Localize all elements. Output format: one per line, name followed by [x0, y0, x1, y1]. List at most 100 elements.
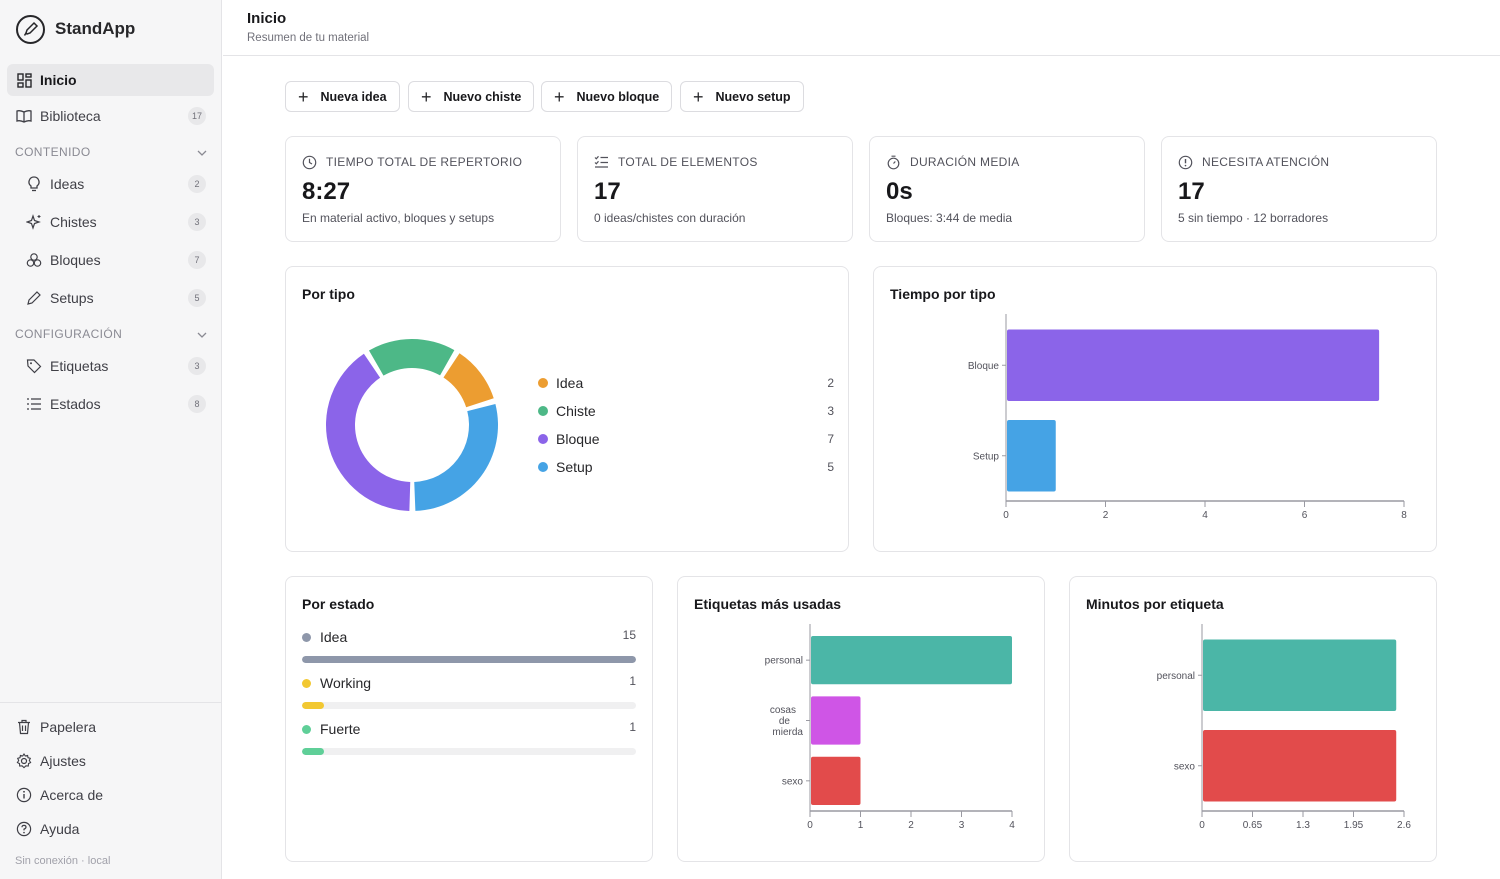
- legend-item-chiste[interactable]: Chiste 3: [538, 401, 834, 421]
- stat-sub: Bloques: 3:44 de media: [886, 211, 1013, 225]
- legend-label: Chiste: [556, 403, 596, 419]
- y-tick-label: personal: [765, 656, 803, 667]
- sidebar-item-inicio[interactable]: Inicio: [7, 64, 214, 96]
- sidebar-item-ayuda[interactable]: Ayuda: [7, 813, 214, 845]
- x-tick-label: 1.3: [1296, 820, 1310, 831]
- status-dot: [302, 724, 311, 734]
- panel-tiempo-por-tipo: Tiempo por tipo Bloque Setup 0 2 4 6 8: [873, 266, 1437, 552]
- connection-status: Sin conexión · local: [15, 855, 111, 867]
- x-tick-label: 2: [1103, 510, 1109, 521]
- sidebar-item-acerca[interactable]: Acerca de: [7, 779, 214, 811]
- button-label: Nuevo setup: [715, 89, 791, 104]
- status-row-fuerte[interactable]: Fuerte 1: [302, 720, 636, 755]
- stat-label: TIEMPO TOTAL DE REPERTORIO: [326, 155, 523, 169]
- donut-slice-chiste[interactable]: [368, 339, 455, 376]
- stat-sub: En material activo, bloques y setups: [302, 211, 495, 225]
- sidebar-item-etiquetas[interactable]: Etiquetas 3: [20, 350, 214, 382]
- nueva-idea-button[interactable]: + Nueva idea: [285, 81, 400, 112]
- y-tick-label: personal: [1157, 671, 1195, 682]
- sidebar-item-biblioteca[interactable]: Biblioteca 17: [7, 100, 214, 132]
- bar-setup[interactable]: [1007, 420, 1056, 492]
- progress-fill: [302, 702, 325, 709]
- status-row-idea[interactable]: Idea 15: [302, 628, 636, 663]
- x-tick-label: 1.95: [1344, 820, 1364, 831]
- status-count: 1: [629, 674, 636, 688]
- sidebar: StandApp Inicio Biblioteca 17 CONTENIDO …: [0, 0, 222, 879]
- panel-minutos-por-etiqueta: Minutos por etiqueta personal sexo 0 0.65 1.…: [1069, 576, 1437, 862]
- sidebar-item-estados[interactable]: Estados 8: [20, 388, 214, 420]
- donut-slice-idea[interactable]: [443, 353, 494, 408]
- legend-item-setup[interactable]: Setup 5: [538, 457, 834, 477]
- book-icon: [16, 108, 32, 124]
- count-badge: 17: [187, 107, 206, 125]
- x-tick-label: 1: [858, 820, 864, 831]
- bar-personal[interactable]: [1203, 639, 1397, 711]
- checklist-icon: [594, 154, 610, 170]
- legend-label: Bloque: [556, 431, 600, 447]
- panel-title: Tiempo por tipo: [890, 286, 996, 302]
- legend-label: Setup: [556, 459, 593, 475]
- sidebar-item-label: Etiquetas: [50, 358, 109, 374]
- status-label: Fuerte: [320, 721, 361, 737]
- stat-sub: 0 ideas/chistes con duración: [594, 211, 746, 225]
- sidebar-item-papelera[interactable]: Papelera: [7, 711, 214, 743]
- legend-label: Idea: [556, 375, 584, 391]
- section-configuracion[interactable]: CONFIGURACIÓN: [15, 327, 207, 341]
- stat-label: DURACIÓN MEDIA: [910, 155, 1020, 169]
- bar-sexo[interactable]: [1203, 730, 1397, 802]
- sidebar-item-setups[interactable]: Setups 5: [20, 282, 214, 314]
- nuevo-chiste-button[interactable]: + Nuevo chiste: [408, 81, 535, 112]
- button-label: Nuevo chiste: [443, 89, 522, 104]
- dashboard-icon: [16, 72, 32, 88]
- legend-swatch: [538, 378, 548, 388]
- sidebar-item-ideas[interactable]: Ideas 2: [20, 168, 214, 200]
- section-contenido[interactable]: CONTENIDO: [15, 145, 207, 159]
- bar-sexo[interactable]: [811, 756, 861, 805]
- sidebar-bottom-divider: [0, 702, 221, 703]
- sidebar-item-chistes[interactable]: Chistes 3: [20, 206, 214, 238]
- brand[interactable]: StandApp: [16, 14, 135, 44]
- sidebar-item-label: Ayuda: [40, 821, 80, 837]
- donut-slice-setup[interactable]: [414, 404, 498, 511]
- donut-chart: [326, 339, 498, 511]
- x-tick-label: 3: [959, 820, 965, 831]
- status-row-working[interactable]: Working 1: [302, 674, 636, 709]
- x-tick-label: 6: [1302, 510, 1308, 521]
- info-icon: [16, 787, 32, 803]
- alert-icon: [1178, 154, 1194, 170]
- lightbulb-icon: [26, 176, 42, 192]
- bar-bloque[interactable]: [1007, 329, 1380, 401]
- legend-item-bloque[interactable]: Bloque 7: [538, 429, 834, 449]
- stat-card-tiempo-total: TIEMPO TOTAL DE REPERTORIO 8:27 En mater…: [285, 136, 561, 242]
- count-badge: 3: [188, 213, 206, 231]
- plus-icon: +: [298, 86, 309, 107]
- x-tick-label: 4: [1202, 510, 1208, 521]
- progress-fill: [302, 656, 636, 663]
- nuevo-bloque-button[interactable]: + Nuevo bloque: [541, 81, 673, 112]
- bar-personal[interactable]: [811, 636, 1012, 685]
- stat-value: 17: [1178, 178, 1205, 205]
- legend-item-idea[interactable]: Idea 2: [538, 373, 834, 393]
- status-label: Working: [320, 675, 372, 691]
- legend-swatch: [538, 462, 548, 472]
- gear-icon: [16, 753, 32, 769]
- sidebar-item-bloques[interactable]: Bloques 7: [20, 244, 214, 276]
- donut-slice-bloque[interactable]: [326, 353, 411, 511]
- chevron-down-icon: [197, 145, 207, 159]
- sidebar-item-ajustes[interactable]: Ajustes: [7, 745, 214, 777]
- time-by-type-chart: Bloque Setup 0 2 4 6 8: [968, 314, 1407, 521]
- nuevo-setup-button[interactable]: + Nuevo setup: [680, 81, 804, 112]
- blocks-icon: [26, 252, 42, 268]
- legend-value: 3: [827, 404, 834, 418]
- bar-cosas-de-mierda[interactable]: [811, 696, 861, 745]
- help-icon: [16, 821, 32, 837]
- page-header: Inicio Resumen de tu material: [223, 0, 1500, 56]
- timer-icon: [886, 154, 902, 170]
- sidebar-item-label: Papelera: [40, 719, 97, 735]
- legend-swatch: [538, 434, 548, 444]
- x-tick-label: 8: [1401, 510, 1407, 521]
- stat-sub: 5 sin tiempo · 12 borradores: [1178, 211, 1329, 225]
- stat-value: 8:27: [302, 178, 351, 205]
- button-label: Nuevo bloque: [576, 89, 660, 104]
- x-tick-label: 2.6: [1397, 820, 1411, 831]
